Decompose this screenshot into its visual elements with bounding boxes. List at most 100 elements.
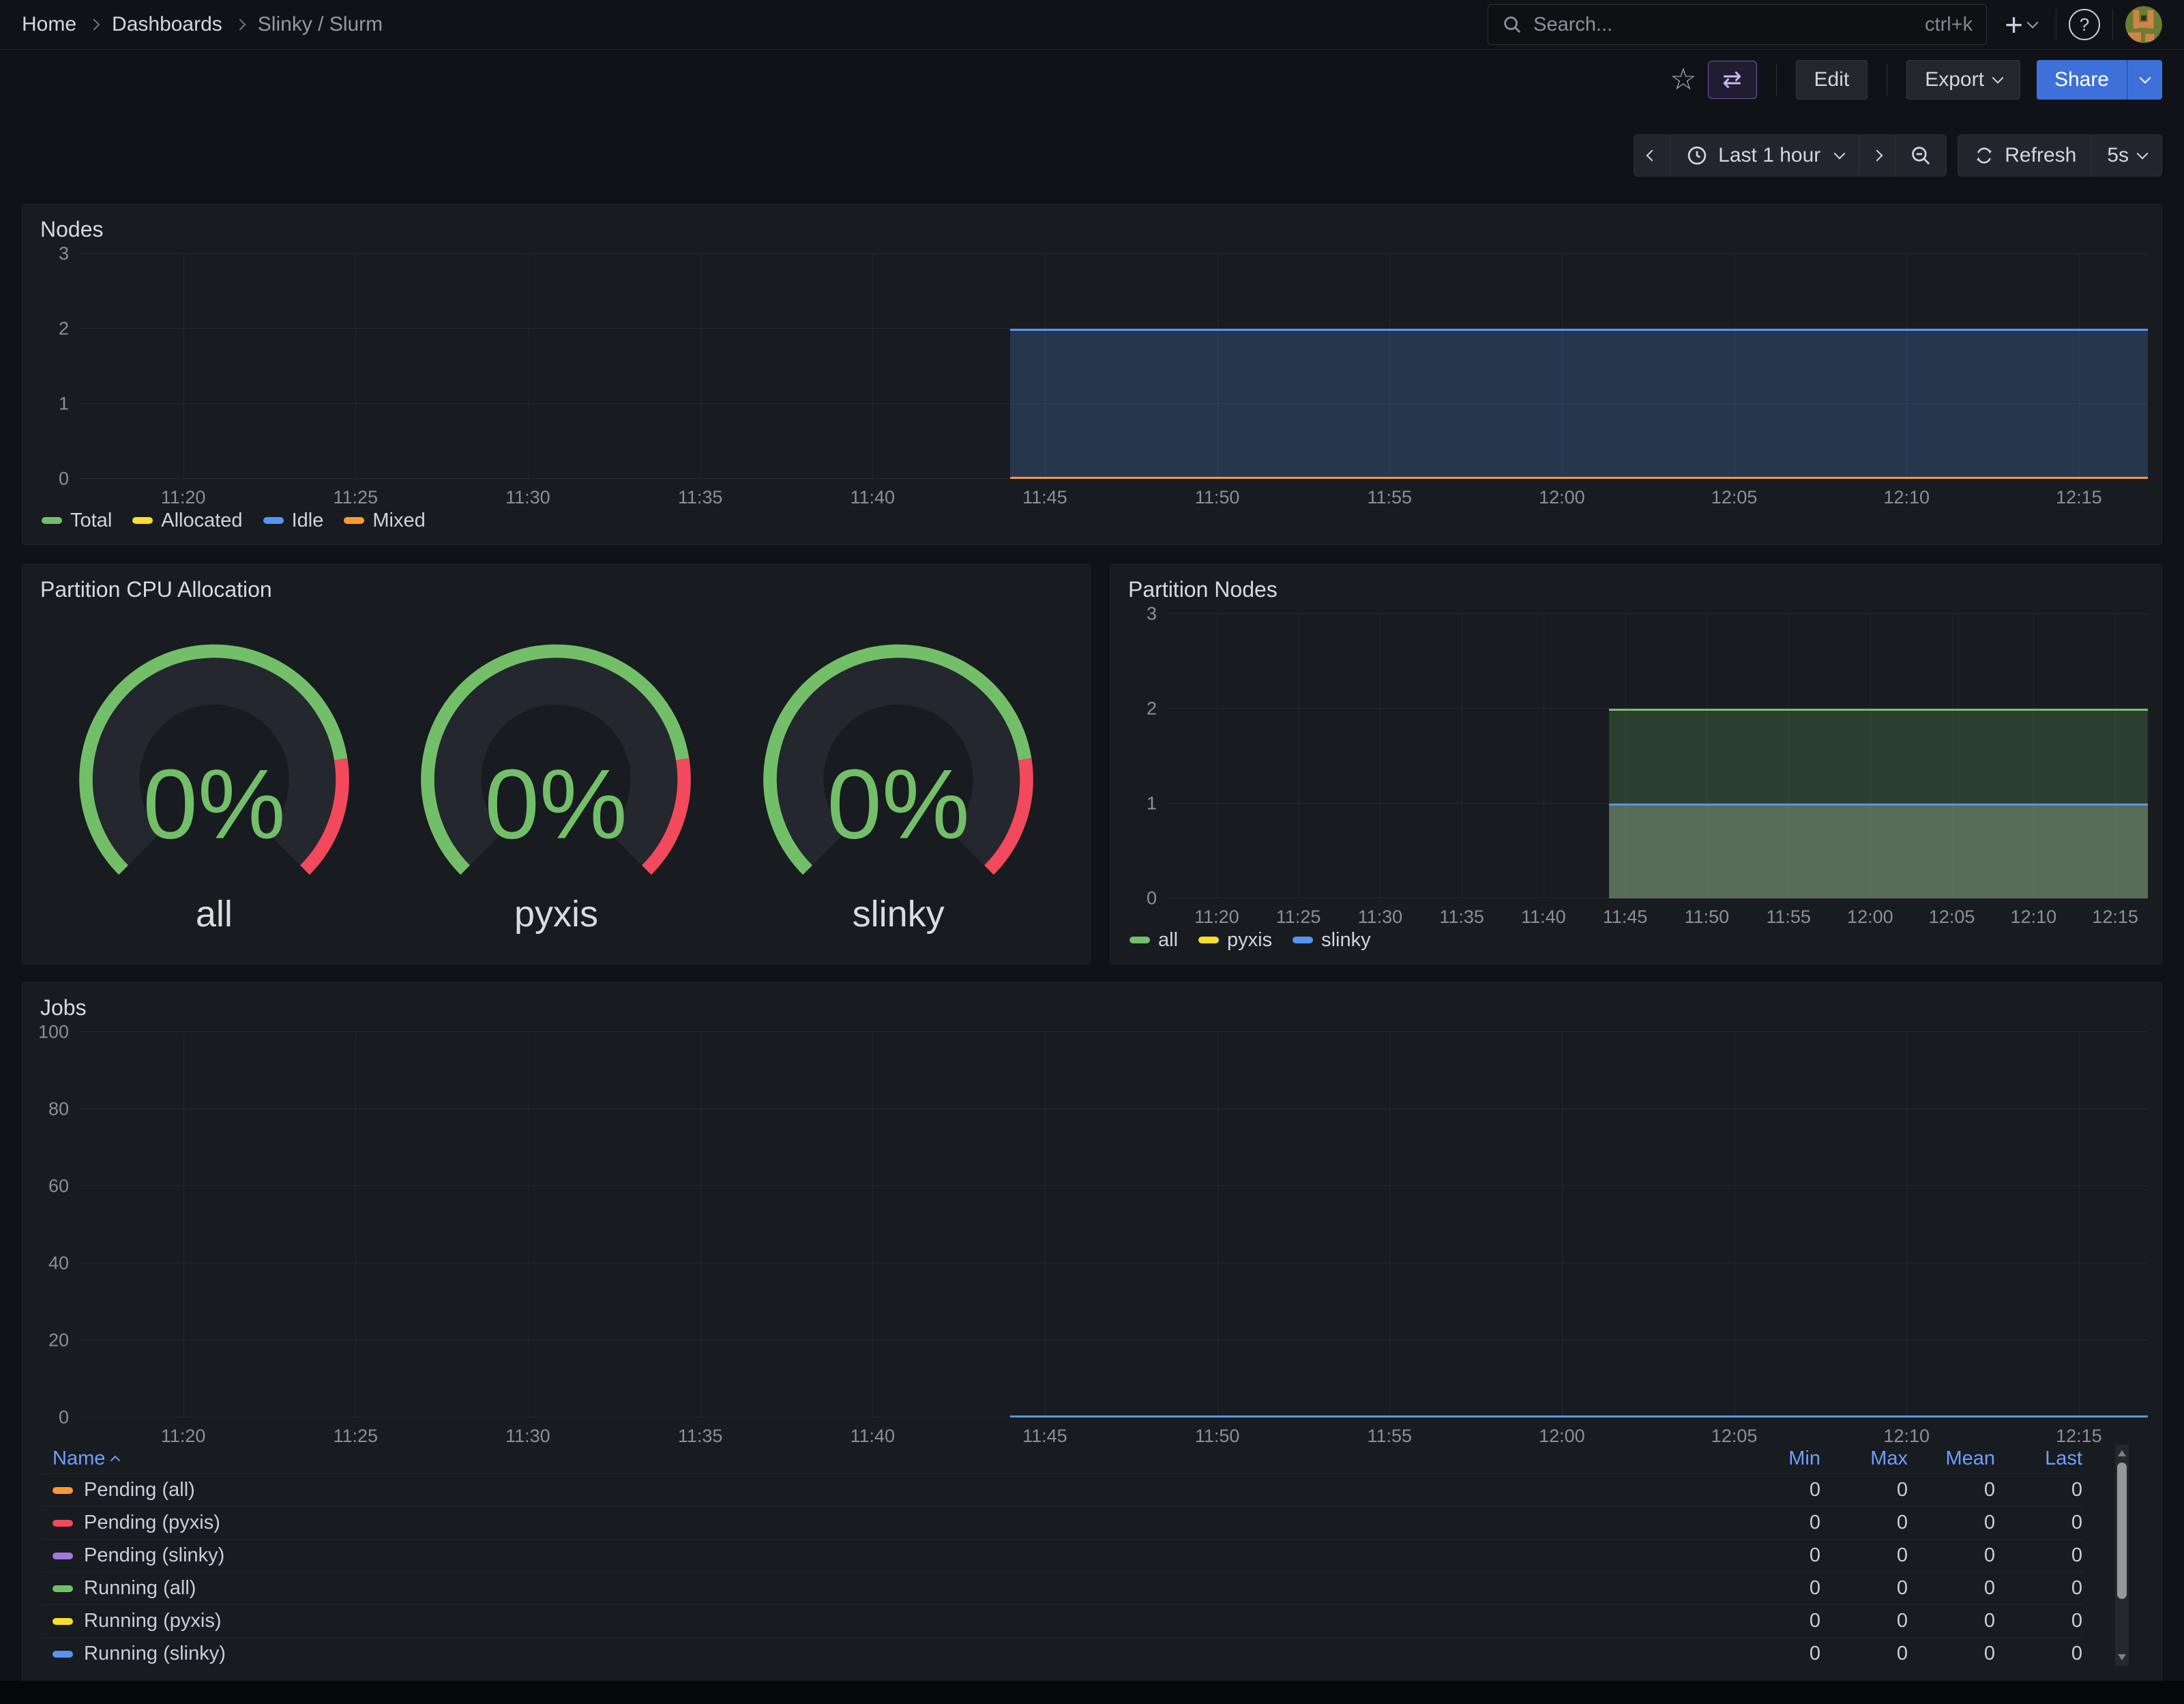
series-name-cell[interactable]: Pending (pyxis) — [42, 1512, 1733, 1534]
series-name-cell[interactable]: Running (slinky) — [42, 1643, 1733, 1665]
time-range-button[interactable]: Last 1 hour — [1670, 135, 1859, 176]
jobs-chart[interactable]: 0 20 40 60 80 100 — [36, 1022, 2148, 1428]
gridline-vertical — [1951, 614, 1953, 898]
series-name-label: Running (all) — [84, 1577, 196, 1599]
series-pyxis — [1608, 804, 2148, 898]
table-row: Running (pyxis) 0 0 0 0 — [42, 1604, 2082, 1637]
stat-value-last: 0 — [2071, 1577, 2082, 1599]
x-tick-label: 11:30 — [505, 1426, 550, 1446]
gauge-value: 0% — [827, 748, 969, 859]
stat-value-mean: 0 — [1983, 1643, 1995, 1664]
gauge-value: 0% — [143, 748, 285, 859]
divider — [2112, 9, 2113, 40]
dashboard-row-2: Partition CPU Allocation 0% all 0% pyxis… — [22, 564, 2162, 965]
gridline-vertical — [1561, 254, 1563, 479]
edit-button[interactable]: Edit — [1795, 60, 1868, 100]
series-idle — [1010, 329, 2148, 479]
scrollbar-thumb[interactable] — [2117, 1463, 2127, 1599]
stat-value-mean: 0 — [1983, 1512, 1995, 1533]
series-running-slinky- — [1010, 1415, 2148, 1417]
x-tick-label: 11:45 — [1022, 1426, 1067, 1446]
share-split-button: Share — [2036, 60, 2162, 100]
favorite-button[interactable]: ☆ — [1666, 64, 1700, 96]
search-input[interactable]: Search... ctrl+k — [1488, 4, 1988, 45]
stat-value-max: 0 — [1896, 1577, 1908, 1599]
name-header-label: Name — [53, 1447, 106, 1469]
series-name-cell[interactable]: Running (pyxis) — [42, 1610, 1733, 1632]
gauge-label: pyxis — [514, 893, 598, 935]
refresh-icon — [1977, 147, 1992, 164]
x-tick-label: 12:10 — [1883, 487, 1930, 508]
stat-column-header-last[interactable]: Last — [2045, 1447, 2082, 1469]
stat-value-max: 0 — [1896, 1479, 1908, 1501]
table-header-name: Name — [42, 1448, 1733, 1470]
x-axis: 11:20 11:25 11:30 11:35 11:40 11:45 11:50 11:55… — [80, 479, 2148, 508]
table-scrollbar[interactable] — [2115, 1445, 2129, 1666]
compare-button[interactable]: ⇄ — [1707, 61, 1757, 99]
stat-value-min: 0 — [1809, 1479, 1820, 1501]
series-name-cell[interactable]: Running (all) — [42, 1577, 1733, 1600]
export-button[interactable]: Export — [1906, 60, 2020, 100]
chevron-left-icon — [1646, 149, 1658, 162]
refresh-interval-button[interactable]: 5s — [2091, 135, 2161, 176]
x-tick-label: 11:25 — [1275, 907, 1321, 927]
legend-item-idle[interactable]: Idle — [263, 510, 323, 532]
stat-column-header-min[interactable]: Min — [1788, 1447, 1820, 1469]
legend-swatch — [263, 517, 284, 524]
time-shift-forward-button[interactable] — [1859, 135, 1895, 176]
y-tick-label: 100 — [38, 1021, 69, 1042]
stat-value-mean: 0 — [1983, 1577, 1995, 1599]
panel-title: Partition Nodes — [1128, 577, 1278, 602]
chevron-down-icon — [2139, 72, 2151, 84]
swap-arrows-icon: ⇄ — [1722, 67, 1742, 93]
legend-item-pyxis[interactable]: pyxis — [1198, 929, 1272, 952]
share-button[interactable]: Share — [2036, 60, 2127, 100]
table-row: Pending (slinky) 0 0 0 0 — [42, 1539, 2082, 1572]
legend-label: Total — [70, 509, 113, 531]
dashboard-toolbar: ☆ ⇄ Edit Export Share — [0, 50, 2184, 110]
gauge-slinky: 0% slinky — [735, 635, 1062, 935]
breadcrumb: Home Dashboards Slinky / Slurm — [22, 13, 383, 36]
legend-item-slinky[interactable]: slinky — [1293, 929, 1371, 952]
gridline-horizontal — [80, 403, 2148, 404]
series-name-cell[interactable]: Pending (all) — [42, 1479, 1733, 1501]
breadcrumb-dashboards[interactable]: Dashboards — [112, 13, 222, 35]
avatar[interactable] — [2125, 6, 2162, 43]
add-button[interactable]: + — [1998, 6, 2043, 43]
stat-value-max: 0 — [1896, 1643, 1908, 1664]
refresh-button[interactable]: Refresh — [1958, 135, 2092, 176]
breadcrumb-separator-icon — [234, 18, 246, 31]
series-swatch — [53, 1552, 73, 1559]
scroll-down-icon[interactable] — [2118, 1654, 2126, 1660]
nodes-chart[interactable]: 0 1 2 3 — [36, 244, 2148, 489]
refresh-label: Refresh — [2005, 144, 2077, 166]
partition-nodes-chart[interactable]: 0 1 2 3 — [1124, 604, 2148, 909]
legend-item-mixed[interactable]: Mixed — [344, 510, 426, 532]
series-name-cell[interactable]: Pending (slinky) — [42, 1544, 1733, 1567]
sort-ascending-icon — [110, 1455, 121, 1465]
stat-value-max: 0 — [1896, 1512, 1908, 1533]
legend-label: slinky — [1321, 928, 1371, 951]
legend-item-allocated[interactable]: Allocated — [132, 510, 243, 532]
stat-value-last: 0 — [2071, 1544, 2082, 1566]
share-caret-button[interactable] — [2127, 60, 2162, 100]
legend-item-all[interactable]: all — [1130, 929, 1178, 952]
x-tick-label: 11:40 — [850, 487, 896, 508]
zoom-out-icon — [1912, 147, 1930, 165]
help-button[interactable]: ? — [2069, 9, 2100, 40]
zoom-out-button[interactable] — [1895, 135, 1947, 176]
stat-column-header-mean[interactable]: Mean — [1945, 1447, 1995, 1469]
gridline-horizontal — [1168, 803, 2148, 804]
breadcrumb-home[interactable]: Home — [22, 13, 77, 35]
name-column-header[interactable]: Name — [53, 1447, 121, 1470]
legend-item-total[interactable]: Total — [42, 510, 112, 532]
gridline-vertical — [2033, 614, 2035, 898]
gridline-vertical — [355, 254, 357, 479]
gridline-vertical — [872, 254, 874, 479]
time-shift-back-button[interactable] — [1634, 135, 1670, 176]
scroll-up-icon[interactable] — [2118, 1450, 2126, 1456]
gridline-vertical — [1044, 254, 1046, 479]
stat-column-header-max[interactable]: Max — [1870, 1447, 1908, 1469]
jobs-legend-table: Name Min Max Mean Last Pending (all) 0 0 0 0 Pendi… — [42, 1443, 2148, 1673]
export-label: Export — [1925, 68, 1984, 91]
